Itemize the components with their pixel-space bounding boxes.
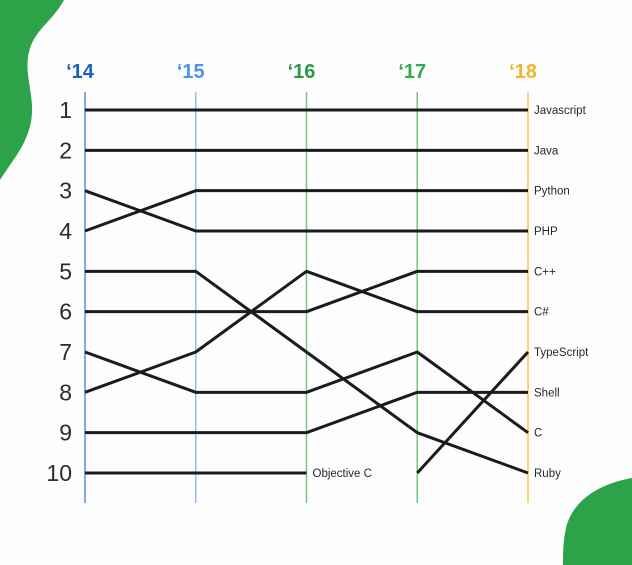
year-label: ‘16 xyxy=(288,61,316,83)
series-end-labels: Javascript Java Python PHP C++ C# TypeScript Sh… xyxy=(313,105,590,480)
series-label: C++ xyxy=(534,266,556,278)
year-axis-labels: ‘14 ‘15 ‘16 ‘17 ‘18 xyxy=(66,61,537,83)
series-line xyxy=(85,269,529,475)
series-line xyxy=(84,269,528,394)
series-line xyxy=(84,189,528,233)
year-gridlines xyxy=(84,92,529,503)
series-label: Shell xyxy=(534,387,560,399)
year-label: ‘14 xyxy=(66,61,95,83)
green-blob-bottom-right-decoration xyxy=(563,478,632,565)
series-label: TypeScript xyxy=(534,347,589,359)
rank-label: 1 xyxy=(59,97,72,123)
green-blob-top-left-decoration xyxy=(0,0,64,180)
series-line xyxy=(85,390,528,435)
rank-label: 10 xyxy=(46,460,72,486)
series-label: Objective C xyxy=(313,468,372,480)
rank-label: 7 xyxy=(59,339,72,365)
rank-label: 5 xyxy=(59,258,72,284)
rank-label: 9 xyxy=(59,420,72,446)
series-line xyxy=(85,269,528,314)
year-label: ‘15 xyxy=(177,61,205,83)
rank-label: 4 xyxy=(59,218,72,244)
series-line xyxy=(416,350,530,475)
series-label: C xyxy=(534,428,542,440)
series-label: Javascript xyxy=(534,105,587,117)
year-label: ‘17 xyxy=(398,61,426,83)
series-label: Ruby xyxy=(534,468,561,480)
rank-label: 3 xyxy=(59,178,72,204)
series-label: PHP xyxy=(534,226,558,238)
rank-label: 8 xyxy=(59,379,72,405)
series-line xyxy=(84,350,529,434)
series-lines xyxy=(84,108,530,475)
year-label: ‘18 xyxy=(509,61,537,83)
series-line xyxy=(84,189,528,233)
rank-label: 6 xyxy=(59,299,72,325)
series-label: C# xyxy=(534,307,549,319)
series-label: Java xyxy=(534,145,559,157)
rank-label: 2 xyxy=(59,137,72,163)
series-label: Python xyxy=(534,186,570,198)
rank-axis-labels: 1 2 3 4 5 6 7 8 9 10 xyxy=(46,97,72,486)
